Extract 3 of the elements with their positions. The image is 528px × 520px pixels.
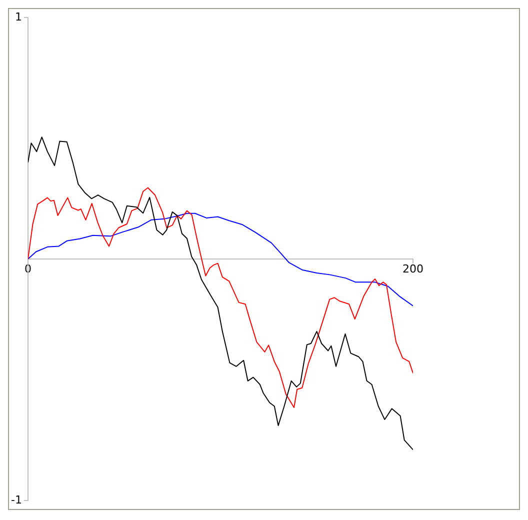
x-tick-label: 200 (402, 262, 424, 276)
y-tick-label: 1 (14, 10, 22, 24)
y-tick-label: -1 (11, 493, 22, 506)
